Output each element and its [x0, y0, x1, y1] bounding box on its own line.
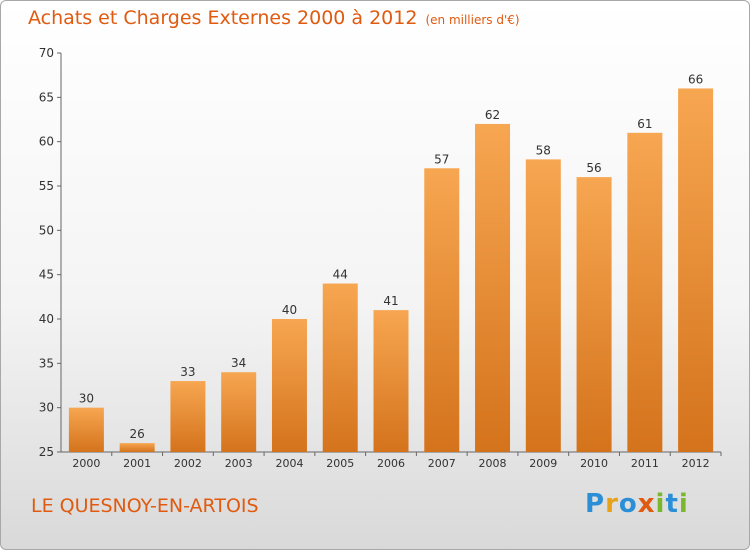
y-tick-label: 25 [39, 445, 54, 459]
logo-letter: P [585, 489, 606, 519]
bar [221, 372, 257, 452]
y-tick-label: 65 [39, 90, 54, 104]
y-tick-label: 40 [39, 312, 54, 326]
y-tick-label: 45 [39, 268, 54, 282]
data-label: 61 [637, 117, 652, 131]
bar [170, 381, 206, 452]
bar [525, 159, 561, 452]
bar [475, 123, 511, 452]
logo-letter: i [655, 489, 666, 519]
chart-title-unit: (en milliers d'€) [425, 13, 520, 27]
data-label: 30 [79, 392, 94, 406]
data-label: 66 [688, 72, 703, 86]
bar [627, 132, 663, 453]
x-tick-label: 2001 [123, 457, 151, 470]
proxiti-logo: Proxiti [585, 489, 689, 519]
data-label: 58 [536, 143, 551, 157]
chart-title-main: Achats et Charges Externes 2000 à 2012 [28, 7, 418, 29]
bar [119, 443, 155, 452]
x-tick-label: 2006 [377, 457, 405, 470]
y-tick-label: 70 [39, 46, 54, 60]
data-label: 34 [231, 356, 246, 370]
chart-title: Achats et Charges Externes 2000 à 2012 (e… [28, 7, 520, 29]
x-tick-label: 2005 [326, 457, 354, 470]
bar [68, 407, 104, 452]
data-label: 57 [434, 152, 449, 166]
y-tick-label: 35 [39, 356, 54, 370]
data-label: 41 [383, 294, 398, 308]
x-tick-label: 2008 [479, 457, 507, 470]
bar [373, 310, 409, 452]
x-tick-label: 2004 [275, 457, 303, 470]
bar [678, 88, 714, 452]
logo-letter: t [665, 489, 679, 519]
x-tick-label: 2007 [428, 457, 456, 470]
x-tick-label: 2010 [580, 457, 608, 470]
bar [322, 283, 358, 452]
data-label: 62 [485, 108, 500, 122]
commune-name: LE QUESNOY-EN-ARTOIS [31, 495, 259, 517]
data-label: 26 [130, 427, 145, 441]
bar [271, 319, 307, 452]
logo-letter: r [605, 489, 619, 519]
data-label: 44 [333, 268, 348, 282]
y-tick-label: 50 [39, 223, 54, 237]
y-tick-label: 55 [39, 179, 54, 193]
logo-letter: o [618, 489, 638, 519]
x-tick-label: 2002 [174, 457, 202, 470]
logo-letter: i [678, 489, 689, 519]
y-tick-label: 30 [39, 401, 54, 415]
x-tick-label: 2009 [529, 457, 557, 470]
bar [576, 177, 612, 452]
x-tick-label: 2003 [225, 457, 253, 470]
y-tick-label: 60 [39, 135, 54, 149]
logo-letter: x [637, 489, 656, 519]
data-label: 56 [586, 161, 601, 175]
x-tick-label: 2011 [631, 457, 659, 470]
x-tick-label: 2012 [682, 457, 710, 470]
bar [424, 168, 460, 452]
data-label: 33 [180, 365, 195, 379]
data-label: 40 [282, 303, 297, 317]
x-tick-label: 2000 [72, 457, 100, 470]
